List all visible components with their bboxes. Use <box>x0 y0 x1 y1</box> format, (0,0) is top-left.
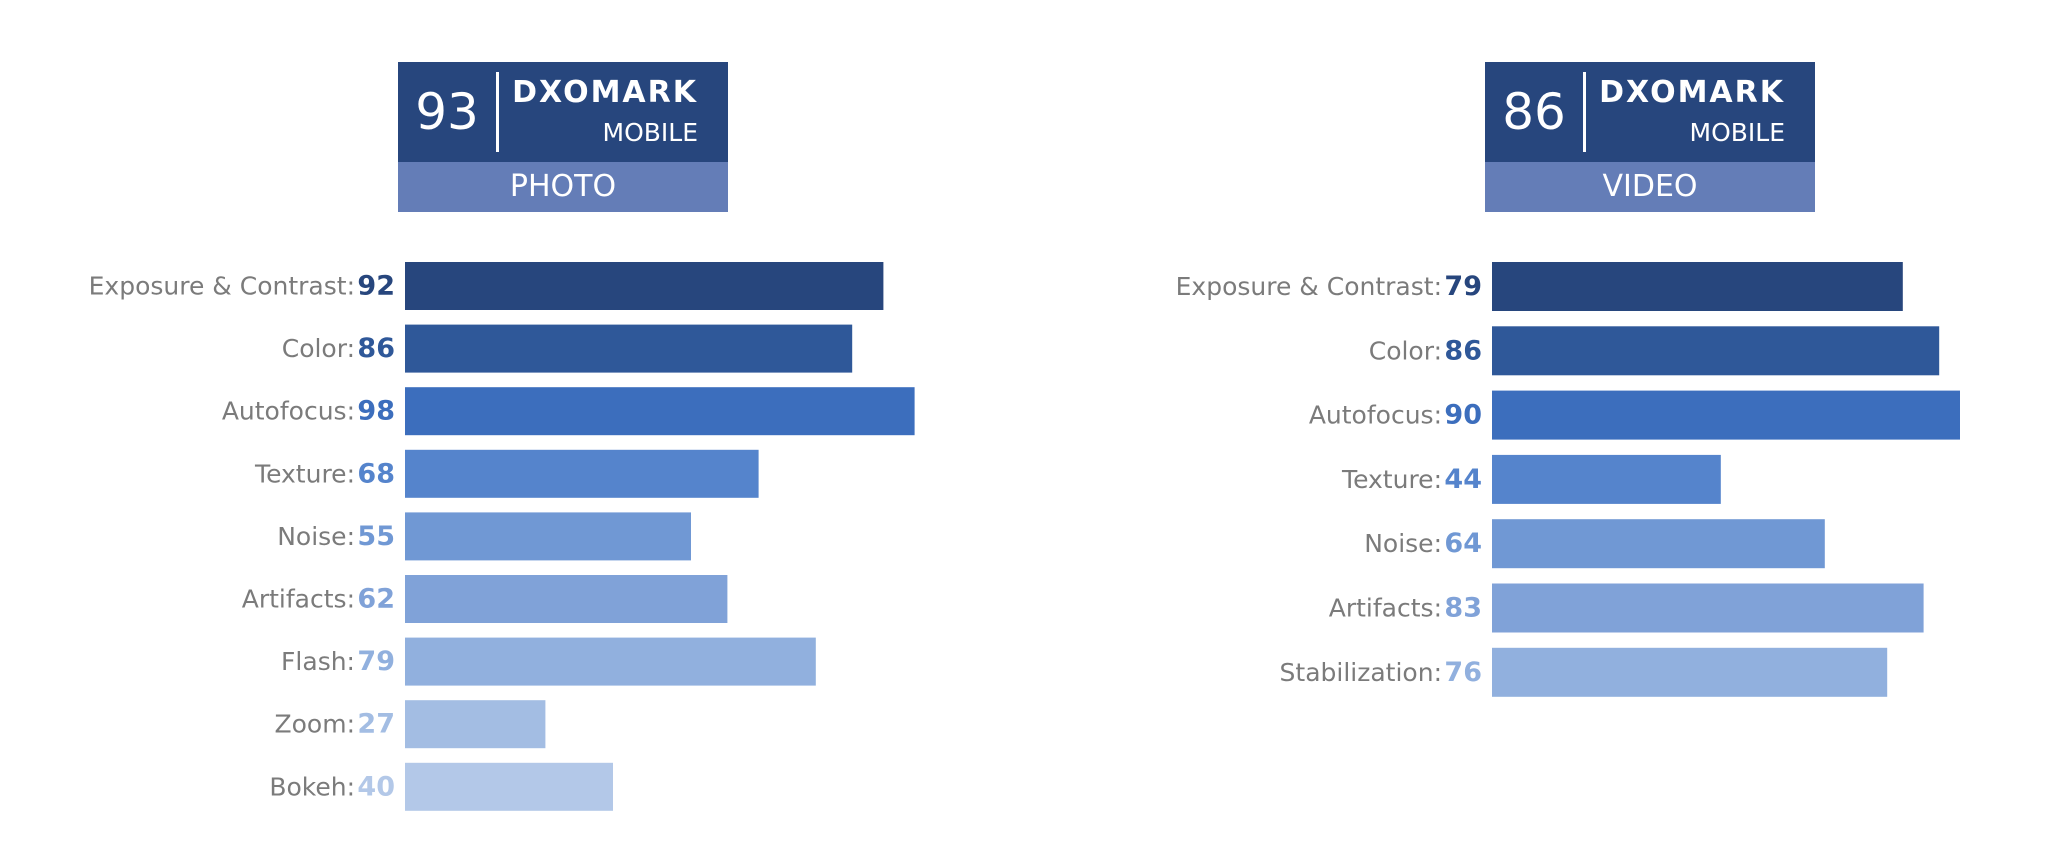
value-label-1: 86 <box>1444 335 1482 366</box>
bar-1 <box>405 324 853 373</box>
value-label-4: 64 <box>1444 528 1482 559</box>
category-label-1: Color: <box>282 334 355 363</box>
bar-4 <box>1492 519 1825 569</box>
photo-score-badge: 93 DXOMARK MOBILE PHOTO <box>398 62 728 212</box>
category-label-2: Autofocus: <box>222 397 355 426</box>
bar-7 <box>405 700 546 749</box>
value-label-7: 27 <box>357 709 395 740</box>
bar-5 <box>1492 583 1924 633</box>
video-score-badge: 86 DXOMARK MOBILE VIDEO <box>1485 62 1815 212</box>
category-label-7: Zoom: <box>275 710 356 739</box>
value-label-0: 92 <box>357 271 395 302</box>
bar-4 <box>405 512 691 561</box>
category-label-1: Color: <box>1369 336 1442 365</box>
value-label-3: 44 <box>1444 464 1482 495</box>
value-label-2: 90 <box>1444 400 1482 431</box>
category-label-5: Artifacts: <box>242 585 355 614</box>
photo-panel: 93 DXOMARK MOBILE PHOTO 92 Exposure & Con… <box>89 62 915 811</box>
bar-8 <box>405 762 613 811</box>
category-label-0: Exposure & Contrast: <box>1176 272 1442 301</box>
photo-category-label: PHOTO <box>398 162 728 212</box>
value-label-6: 76 <box>1444 657 1482 688</box>
bar-6 <box>405 637 816 686</box>
value-label-5: 62 <box>357 584 395 615</box>
bar-0 <box>405 262 884 310</box>
bar-3 <box>405 449 759 498</box>
badge-header: 93 DXOMARK MOBILE <box>398 62 728 162</box>
bar-2 <box>1492 390 1960 440</box>
category-label-6: Stabilization: <box>1280 658 1442 687</box>
value-label-4: 55 <box>357 521 395 552</box>
bar-0 <box>1492 262 1903 311</box>
category-label-8: Bokeh: <box>269 772 355 801</box>
photo-overall-score: 93 <box>415 83 479 141</box>
bar-5 <box>405 575 728 623</box>
category-label-6: Flash: <box>281 647 355 676</box>
value-label-2: 98 <box>357 396 395 427</box>
dxomark-logo: DXOMARK <box>512 75 698 110</box>
category-label-3: Texture: <box>254 459 355 488</box>
category-label-0: Exposure & Contrast: <box>89 272 355 301</box>
value-label-3: 68 <box>357 458 395 489</box>
category-label-4: Noise: <box>1364 529 1442 558</box>
value-label-5: 83 <box>1444 593 1482 624</box>
video-overall-score: 86 <box>1502 83 1566 141</box>
badge-subtitle: MOBILE <box>602 118 699 147</box>
bar-3 <box>1492 454 1721 504</box>
category-label-5: Artifacts: <box>1329 594 1442 623</box>
video-panel: 86 DXOMARK MOBILE VIDEO 79 Exposure & Con… <box>1030 0 2058 850</box>
video-category-label: VIDEO <box>1485 162 1815 212</box>
value-label-8: 40 <box>357 771 395 802</box>
badge-divider <box>1583 72 1586 152</box>
category-label-3: Texture: <box>1341 465 1442 494</box>
bar-6 <box>1492 647 1888 697</box>
badge-subtitle: MOBILE <box>1689 118 1786 147</box>
value-label-1: 86 <box>357 333 395 364</box>
value-label-6: 79 <box>357 646 395 677</box>
dxomark-logo: DXOMARK <box>1599 75 1785 110</box>
category-label-2: Autofocus: <box>1309 401 1442 430</box>
category-label-4: Noise: <box>277 522 355 551</box>
badge-divider <box>496 72 499 152</box>
bar-2 <box>405 387 915 436</box>
badge-header: 86 DXOMARK MOBILE <box>1485 62 1815 162</box>
value-label-0: 79 <box>1444 271 1482 302</box>
bar-1 <box>1492 326 1940 376</box>
